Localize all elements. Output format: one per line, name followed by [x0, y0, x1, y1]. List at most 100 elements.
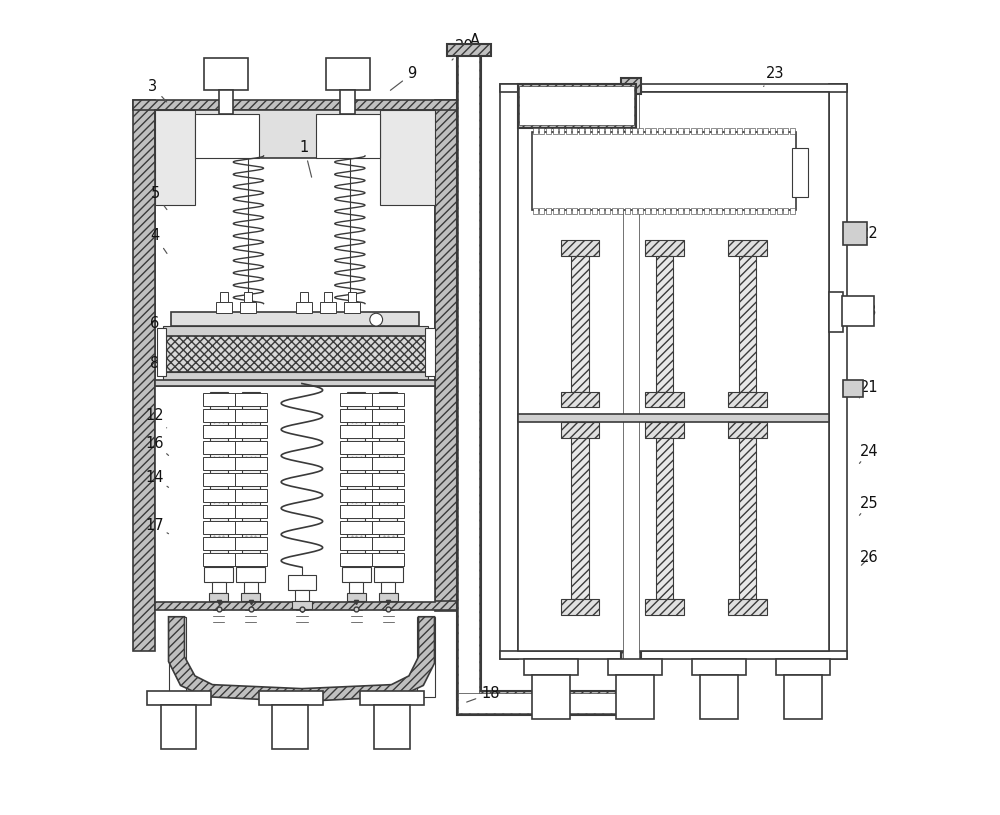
Bar: [374, 706, 410, 749]
Bar: [777, 128, 782, 134]
Bar: [750, 128, 755, 134]
Bar: [566, 208, 571, 214]
Bar: [155, 386, 435, 601]
Bar: [592, 208, 597, 214]
Bar: [645, 599, 684, 615]
Bar: [783, 128, 788, 134]
Bar: [155, 109, 435, 601]
Bar: [618, 208, 623, 214]
Bar: [618, 128, 623, 134]
Bar: [571, 438, 589, 599]
Bar: [340, 441, 372, 454]
Bar: [645, 240, 684, 256]
Bar: [340, 521, 372, 534]
Bar: [750, 208, 755, 214]
Text: 5: 5: [150, 186, 167, 209]
Bar: [684, 128, 689, 134]
Bar: [691, 208, 696, 214]
Bar: [632, 128, 637, 134]
Bar: [684, 208, 689, 214]
Bar: [638, 128, 643, 134]
Bar: [296, 302, 312, 313]
Bar: [645, 128, 650, 134]
Bar: [235, 489, 267, 502]
Text: 24: 24: [859, 444, 878, 464]
Bar: [340, 90, 355, 113]
Text: 18: 18: [467, 686, 500, 702]
Bar: [671, 128, 676, 134]
Bar: [518, 92, 829, 651]
Bar: [717, 128, 722, 134]
Bar: [717, 208, 722, 214]
Bar: [559, 208, 564, 214]
Bar: [372, 409, 404, 422]
Bar: [340, 489, 372, 502]
Bar: [599, 128, 604, 134]
Circle shape: [370, 313, 383, 326]
Bar: [316, 113, 380, 157]
Bar: [533, 208, 538, 214]
Bar: [372, 537, 404, 549]
Bar: [579, 128, 584, 134]
Bar: [417, 617, 435, 697]
Bar: [212, 582, 226, 593]
Bar: [372, 393, 404, 406]
Bar: [585, 128, 590, 134]
Bar: [155, 601, 457, 610]
Bar: [645, 208, 650, 214]
Bar: [700, 675, 738, 719]
Bar: [347, 593, 366, 601]
Bar: [678, 128, 683, 134]
Bar: [777, 208, 782, 214]
Bar: [235, 537, 267, 549]
Bar: [500, 651, 847, 659]
Bar: [379, 391, 397, 567]
Bar: [157, 328, 166, 376]
Bar: [209, 593, 228, 601]
Bar: [605, 128, 610, 134]
Text: 21: 21: [859, 380, 878, 398]
Bar: [671, 208, 676, 214]
Bar: [340, 537, 372, 549]
Bar: [348, 292, 356, 302]
Bar: [380, 109, 435, 205]
Bar: [566, 128, 571, 134]
Bar: [203, 537, 235, 549]
Bar: [592, 128, 597, 134]
Bar: [790, 128, 795, 134]
Bar: [658, 208, 663, 214]
Bar: [372, 521, 404, 534]
Bar: [340, 409, 372, 422]
Bar: [244, 292, 252, 302]
Bar: [500, 84, 847, 92]
Bar: [203, 409, 235, 422]
Bar: [572, 128, 577, 134]
Bar: [203, 393, 235, 406]
Bar: [711, 128, 716, 134]
Bar: [272, 706, 308, 749]
Bar: [572, 208, 577, 214]
Bar: [829, 292, 843, 332]
Bar: [744, 208, 749, 214]
Bar: [730, 128, 735, 134]
Text: 2: 2: [208, 66, 226, 98]
Bar: [599, 208, 604, 214]
Bar: [340, 425, 372, 438]
Bar: [203, 473, 235, 486]
Bar: [739, 256, 756, 391]
Bar: [539, 208, 544, 214]
Bar: [372, 441, 404, 454]
Bar: [612, 208, 617, 214]
Bar: [533, 128, 538, 134]
Bar: [691, 128, 696, 134]
Bar: [500, 84, 518, 659]
Bar: [347, 391, 365, 567]
Bar: [372, 457, 404, 469]
Bar: [518, 414, 829, 422]
Bar: [632, 208, 637, 214]
Bar: [757, 208, 762, 214]
Bar: [792, 148, 808, 197]
Bar: [561, 422, 599, 438]
Bar: [829, 84, 847, 659]
Bar: [372, 425, 404, 438]
